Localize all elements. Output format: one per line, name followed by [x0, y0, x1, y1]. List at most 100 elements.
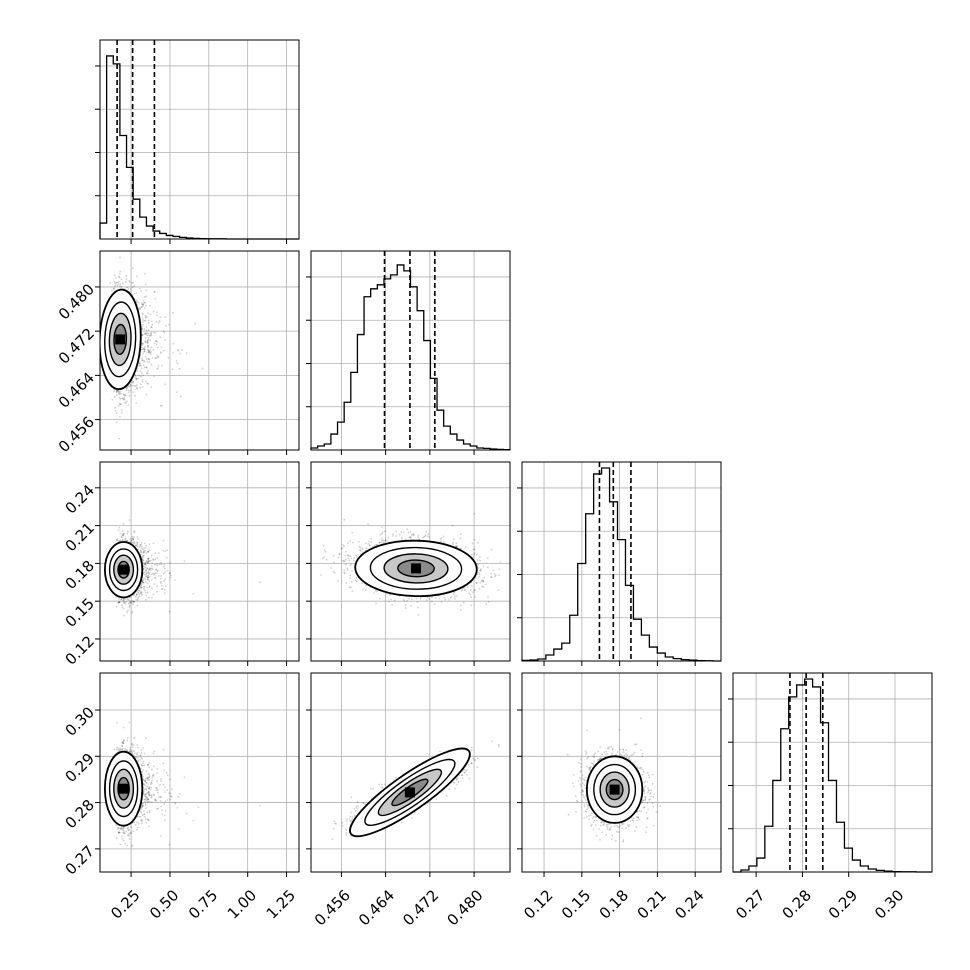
sample-point: [150, 333, 153, 335]
sample-point: [163, 592, 166, 595]
sample-point: [402, 598, 405, 601]
sample-point: [156, 368, 158, 370]
sample-point: [148, 334, 151, 337]
sample-point: [141, 342, 144, 345]
sample-point: [144, 315, 147, 317]
sample-point: [153, 577, 156, 579]
sample-point: [177, 348, 180, 351]
sample-point: [115, 394, 118, 397]
sample-point: [138, 364, 141, 367]
sample-point: [140, 302, 143, 304]
sample-point: [156, 314, 159, 317]
sample-point: [119, 416, 121, 418]
sample-point: [141, 546, 143, 549]
sample-point: [148, 351, 150, 354]
sample-point: [484, 583, 487, 586]
sample-point: [153, 572, 156, 575]
sample-point: [342, 560, 345, 563]
sample-point: [148, 576, 151, 578]
sample-point: [121, 539, 123, 542]
sample-point: [139, 550, 142, 552]
sample-point: [144, 340, 147, 343]
sample-point: [158, 563, 161, 566]
panel-frame: [99, 39, 300, 240]
sample-point: [159, 352, 162, 354]
sample-point: [132, 600, 135, 603]
sample-point: [141, 386, 144, 388]
sample-point: [154, 563, 156, 566]
sample-point: [160, 588, 163, 591]
sample-point: [455, 542, 458, 545]
sample-point: [146, 372, 149, 375]
sample-point: [117, 275, 120, 278]
sample-point: [352, 541, 354, 544]
sample-point: [153, 573, 156, 576]
sample-point: [138, 545, 141, 548]
sample-point: [142, 571, 145, 574]
sample-point: [142, 319, 144, 321]
sample-point: [114, 285, 116, 287]
sample-point: [146, 591, 149, 594]
sample-point: [455, 545, 458, 547]
sample-point: [141, 359, 144, 362]
sample-point: [147, 348, 149, 351]
sample-point: [150, 363, 153, 366]
sample-point: [347, 554, 350, 557]
sample-point: [142, 548, 145, 551]
histogram-step-line-2: [521, 467, 721, 662]
sample-point: [150, 579, 153, 581]
sample-point: [114, 406, 117, 409]
sample-point: [169, 572, 172, 575]
sample-point: [132, 281, 135, 284]
sample-point: [137, 589, 140, 592]
sample-point: [157, 355, 160, 358]
sample-point: [163, 588, 166, 591]
sample-point: [438, 597, 441, 600]
sample-point: [181, 348, 183, 351]
sample-point: [142, 342, 145, 345]
sample-point: [115, 605, 118, 608]
sample-point: [142, 551, 144, 554]
sample-point: [143, 571, 146, 574]
sample-point: [172, 352, 174, 354]
sample-point: [142, 551, 145, 553]
histogram-step-line-0: [99, 55, 299, 240]
sample-point: [146, 567, 149, 569]
sample-point: [148, 568, 151, 571]
sample-point: [122, 397, 125, 400]
sample-point: [144, 563, 147, 565]
sample-point: [149, 567, 151, 570]
sample-point: [141, 556, 144, 558]
sample-point: [124, 394, 126, 396]
sample-point: [148, 572, 151, 575]
y-tick-label: 0.21: [62, 519, 98, 555]
sample-point: [145, 332, 148, 335]
sample-point: [144, 332, 146, 335]
sample-point: [144, 578, 147, 581]
sample-point: [149, 332, 152, 335]
sample-point: [156, 356, 159, 359]
sample-point: [176, 362, 179, 365]
sample-point: [109, 282, 112, 284]
sample-point: [146, 560, 149, 563]
sample-point: [115, 412, 118, 414]
sample-point: [115, 390, 118, 393]
sample-point: [160, 405, 162, 407]
sample-point: [149, 313, 152, 316]
sample-point: [119, 256, 121, 259]
sample-point: [128, 599, 131, 602]
sample-point: [131, 612, 134, 614]
sample-point: [141, 581, 144, 584]
sample-point: [139, 591, 142, 594]
sample-point: [145, 372, 148, 375]
sample-point: [150, 573, 153, 576]
sample-point: [112, 287, 115, 290]
sample-point: [122, 534, 125, 537]
sample-point: [146, 382, 149, 385]
sample-point: [141, 316, 144, 319]
sample-point: [148, 349, 150, 352]
sample-point: [156, 557, 159, 559]
sample-point: [134, 544, 137, 546]
sample-point: [145, 598, 147, 601]
sample-point: [145, 559, 148, 562]
